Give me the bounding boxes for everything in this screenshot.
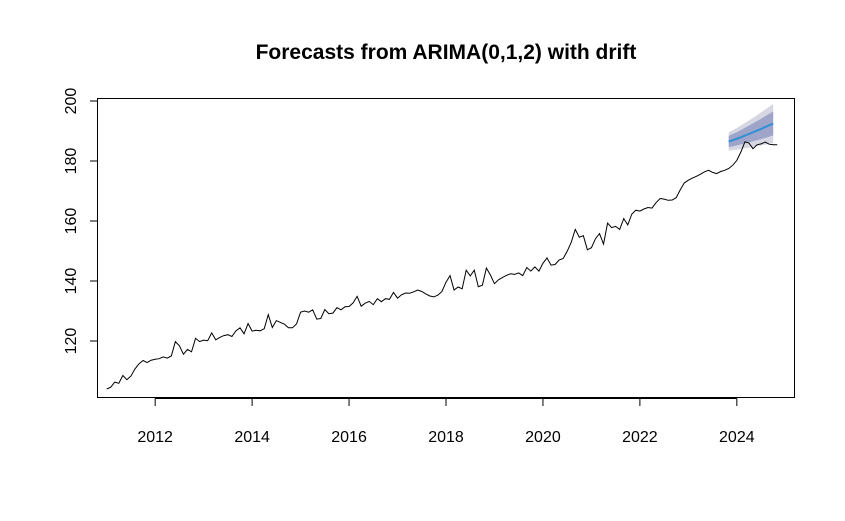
forecast-mean-line [728,122,774,143]
chart-title: Forecasts from ARIMA(0,1,2) with drift [256,41,637,64]
x-tick-label-2016: 2016 [331,429,367,446]
y-tick-label-140: 140 [63,268,80,295]
y-tick-label-120: 120 [63,328,80,355]
x-tick-label-2020: 2020 [525,429,561,446]
x-axis: 2012 2014 2016 2018 2020 2022 2024 [137,398,755,446]
y-tick-label-180: 180 [63,148,80,175]
x-tick-label-2014: 2014 [234,429,270,446]
x-tick-label-2022: 2022 [622,429,658,446]
y-tick-label-200: 200 [63,88,80,115]
x-tick-label-2012: 2012 [137,429,173,446]
history-series-line [106,141,778,390]
series-lines [106,122,778,390]
x-tick-label-2024: 2024 [719,429,755,446]
x-tick-label-2018: 2018 [428,429,464,446]
y-axis: 120 140 160 180 200 [63,88,98,355]
y-tick-label-160: 160 [63,208,80,235]
